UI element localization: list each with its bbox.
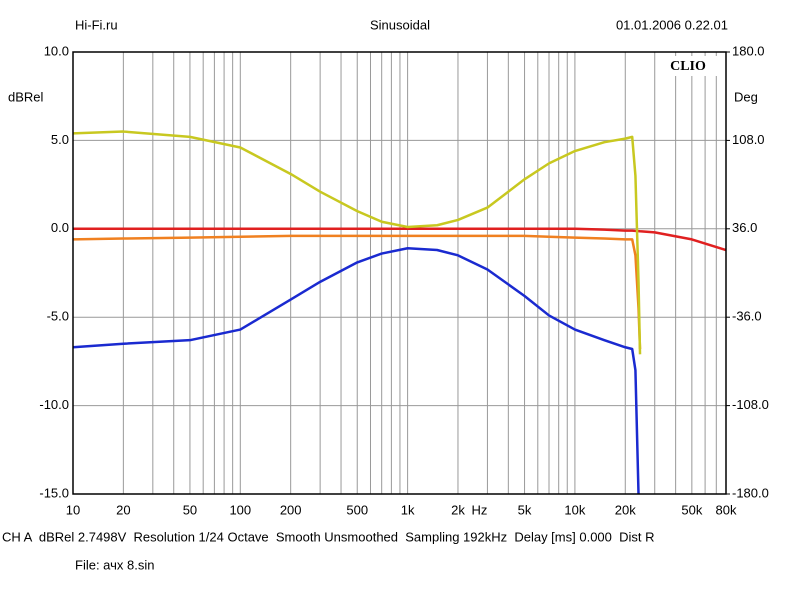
y2-tick-label: -108.0 <box>732 397 769 412</box>
series-line <box>72 130 642 355</box>
y-tick-label: 0.0 <box>51 220 69 235</box>
file-name: File: ачх 8.sin <box>75 557 154 572</box>
x-tick-label: 10 <box>66 502 80 517</box>
y-tick-label: 10.0 <box>44 43 69 58</box>
x-tick-label: 20k <box>615 502 636 517</box>
x-tick-label: 80k <box>716 502 737 517</box>
y2-tick-label: 108.0 <box>732 132 765 147</box>
x-tick-label: 500 <box>346 502 368 517</box>
y-tick-label: -5.0 <box>47 309 69 324</box>
x-tick-label: 100 <box>229 502 251 517</box>
x-tick-label: 20 <box>116 502 130 517</box>
x-tick-label: 1k <box>401 502 415 517</box>
x-tick-label: 5k <box>518 502 532 517</box>
y-tick-label: -10.0 <box>39 397 69 412</box>
logo-box <box>660 56 720 76</box>
y-axis-label: dBRel <box>8 89 44 104</box>
y-tick-label: 5.0 <box>51 132 69 147</box>
y2-tick-label: -36.0 <box>732 309 762 324</box>
x-tick-label: 2k <box>451 502 465 517</box>
header-right: 01.01.2006 0.22.01 <box>616 17 728 32</box>
y2-tick-label: 36.0 <box>732 220 757 235</box>
x-axis-label: Hz <box>471 502 487 517</box>
y2-tick-label: -180.0 <box>732 485 769 500</box>
y2-axis-label: Deg <box>734 89 758 104</box>
footer: CH A dBRel 2.7498V Resolution 1/24 Octav… <box>2 529 655 544</box>
series-line <box>72 234 642 350</box>
chart-title: Sinusoidal <box>370 17 430 32</box>
x-tick-label: 50 <box>183 502 197 517</box>
x-tick-label: 200 <box>280 502 302 517</box>
series-line <box>73 227 727 252</box>
y-tick-label: -15.0 <box>39 485 69 500</box>
x-tick-label: 50k <box>681 502 702 517</box>
x-tick-label: 10k <box>564 502 585 517</box>
plot-frame <box>72 51 727 495</box>
series-line <box>72 247 640 495</box>
logo: CLIO <box>670 59 706 74</box>
y2-tick-label: 180.0 <box>732 43 765 58</box>
header-left: Hi-Fi.ru <box>75 17 118 32</box>
